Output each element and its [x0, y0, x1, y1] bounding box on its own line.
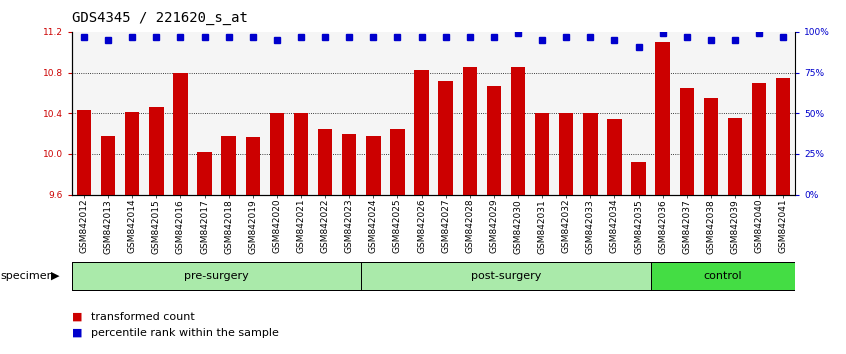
Bar — [583, 113, 597, 195]
Bar — [270, 113, 284, 195]
Bar — [486, 86, 501, 195]
Bar — [77, 110, 91, 195]
Bar — [366, 136, 381, 195]
Bar — [656, 42, 670, 195]
Text: specimen: specimen — [1, 271, 55, 281]
Bar — [361, 262, 651, 290]
Bar — [438, 81, 453, 195]
Bar — [72, 262, 361, 290]
Bar — [342, 134, 356, 195]
Bar — [651, 262, 795, 290]
Bar — [125, 112, 140, 195]
Bar — [607, 119, 622, 195]
Bar — [173, 73, 188, 195]
Bar — [415, 69, 429, 195]
Text: post-surgery: post-surgery — [470, 271, 541, 281]
Bar — [101, 136, 115, 195]
Bar — [318, 129, 332, 195]
Bar — [222, 136, 236, 195]
Text: percentile rank within the sample: percentile rank within the sample — [91, 328, 278, 338]
Bar — [390, 129, 404, 195]
Text: GDS4345 / 221620_s_at: GDS4345 / 221620_s_at — [72, 11, 248, 25]
Bar — [463, 68, 477, 195]
Text: ■: ■ — [72, 328, 82, 338]
Bar — [776, 78, 790, 195]
Bar — [245, 137, 260, 195]
Bar — [631, 162, 645, 195]
Bar — [535, 113, 549, 195]
Bar — [679, 88, 694, 195]
Bar — [197, 152, 212, 195]
Text: ■: ■ — [72, 312, 82, 322]
Bar — [294, 113, 308, 195]
Bar — [752, 83, 766, 195]
Bar — [149, 107, 163, 195]
Text: pre-surgery: pre-surgery — [184, 271, 249, 281]
Text: ▶: ▶ — [51, 271, 59, 281]
Text: transformed count: transformed count — [91, 312, 195, 322]
Bar — [559, 113, 574, 195]
Bar — [728, 118, 742, 195]
Bar — [511, 68, 525, 195]
Text: control: control — [704, 271, 742, 281]
Bar — [704, 98, 718, 195]
